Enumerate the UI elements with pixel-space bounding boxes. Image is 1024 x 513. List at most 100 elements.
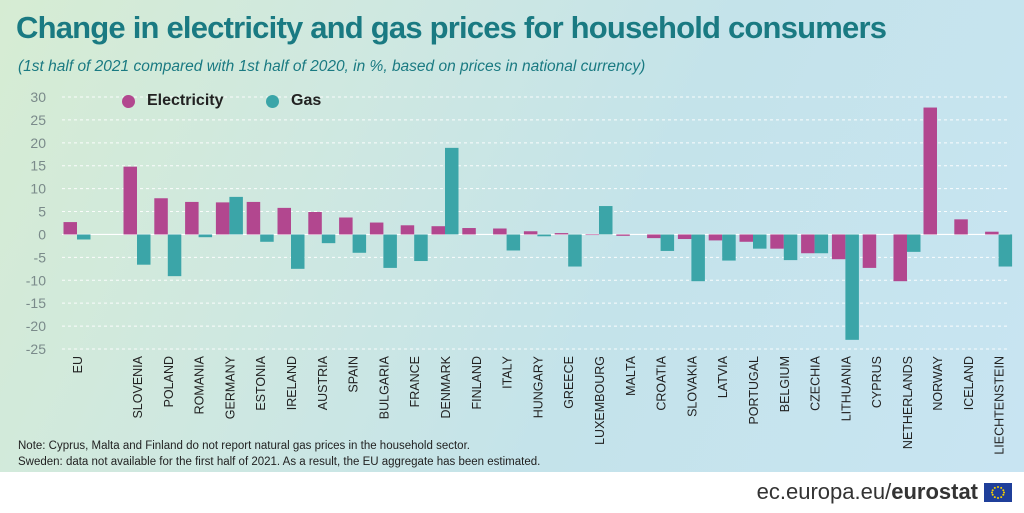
legend-label-gas: Gas <box>291 92 322 109</box>
legend-item-gas: Gas <box>266 90 321 112</box>
eu-flag-icon <box>984 482 1012 502</box>
bar-electricity-italy <box>493 228 507 235</box>
bar-gas-austria <box>321 234 336 244</box>
bar-electricity-croatia <box>647 234 661 239</box>
bar-gas-lithuania <box>845 234 859 340</box>
y-tick-label: 25 <box>30 112 46 128</box>
bar-electricity-portugal <box>739 234 753 242</box>
chart-subtitle: (1st half of 2021 compared with 1st half… <box>18 58 646 75</box>
x-category-label: IRELAND <box>285 356 299 410</box>
bar-electricity-austria <box>308 212 322 235</box>
x-category-label: NETHERLANDS <box>901 356 915 449</box>
bar-gas-romania <box>198 234 213 238</box>
bar-electricity-spain <box>339 217 353 235</box>
footer-brand: eurostat <box>891 479 978 504</box>
bar-gas-slovakia <box>691 234 705 282</box>
x-category-label: DENMARK <box>439 355 453 418</box>
x-category-label: EU <box>71 356 85 373</box>
x-category-label: LATVIA <box>716 355 730 398</box>
legend-label-electricity: Electricity <box>147 92 224 109</box>
legend-item-electricity: Electricity <box>122 90 223 112</box>
chart-notes: Note: Cyprus, Malta and Finland do not r… <box>18 438 540 470</box>
bar-electricity-belgium <box>770 234 784 249</box>
y-tick-label: -10 <box>26 272 46 288</box>
bar-electricity-ireland <box>277 207 291 235</box>
x-category-label: BULGARIA <box>377 355 391 419</box>
note-line-1: Note: Cyprus, Malta and Finland do not r… <box>18 440 470 452</box>
bar-gas-croatia <box>660 234 675 251</box>
bar-electricity-estonia <box>246 201 261 235</box>
y-tick-label: 20 <box>30 135 46 151</box>
legend-swatch-gas <box>266 94 279 108</box>
x-category-label: FINLAND <box>470 356 484 409</box>
x-category-label: BELGIUM <box>778 356 792 412</box>
bar-chart: 30 25 20 15 10 5 0 -5 -10 -15 -20 -25 EU SLOVENIA POLA… <box>26 89 1013 455</box>
x-category-label: ROMANIA <box>193 355 207 414</box>
y-tick-label: 30 <box>30 89 46 105</box>
note-line-2: Sweden: data not available for the first… <box>18 456 541 468</box>
x-category-label: CZECHIA <box>809 355 823 411</box>
x-category-label: LUXEMBOURG <box>593 356 607 445</box>
bar-electricity-bulgaria <box>369 222 384 235</box>
bar-electricity-eu <box>63 222 77 235</box>
bar-gas-greece <box>568 234 582 267</box>
chart-title: Change in electricity and gas prices for… <box>16 10 887 45</box>
bar-electricity-slovakia <box>677 234 692 240</box>
bar-gas-slovenia <box>137 234 151 265</box>
eurostat-footer: ec.europa.eu/ eurostat <box>757 478 1012 506</box>
bar-electricity-slovenia <box>123 166 137 235</box>
bar-electricity-greece <box>554 233 569 235</box>
x-category-label: SLOVENIA <box>131 355 145 418</box>
legend-swatch-electricity <box>122 94 135 108</box>
bar-gas-germany <box>229 196 243 235</box>
bar-electricity-malta <box>616 234 630 236</box>
bar-electricity-iceland <box>954 219 968 235</box>
bar-electricity-hungary <box>523 231 538 235</box>
x-category-label: SPAIN <box>347 356 361 393</box>
x-category-label: MALTA <box>624 355 638 395</box>
x-category-label: CROATIA <box>655 355 669 410</box>
bar-gas-eu <box>77 234 91 240</box>
bar-electricity-luxembourg <box>585 234 599 236</box>
x-category-label: GERMANY <box>223 355 237 419</box>
x-category-label: ESTONIA <box>254 355 268 410</box>
bar-gas-czechia <box>814 234 829 254</box>
bar-gas-belgium <box>783 234 798 261</box>
bar-gas-france <box>414 234 428 262</box>
x-category-label: ITALY <box>501 355 515 389</box>
bar-electricity-denmark <box>431 226 445 235</box>
footer-site: ec.europa.eu/ <box>756 479 892 504</box>
bar-gas-italy <box>506 234 521 251</box>
x-category-label: FRANCE <box>408 356 422 407</box>
bar-gas-bulgaria <box>383 234 397 268</box>
bar-electricity-norway <box>923 107 937 235</box>
bar-electricity-romania <box>185 201 199 235</box>
bar-electricity-germany <box>215 202 230 235</box>
bar-gas-netherlands <box>907 234 921 252</box>
bar-electricity-cyprus <box>862 234 877 268</box>
x-category-label: AUSTRIA <box>316 355 330 410</box>
y-tick-label: 10 <box>30 181 46 197</box>
bar-gas-luxembourg <box>599 206 613 235</box>
bar-electricity-lithuania <box>831 234 846 260</box>
bar-gas-portugal <box>753 234 767 249</box>
x-category-label: LIECHTENSTEIN <box>993 356 1007 455</box>
x-category-label: HUNGARY <box>531 355 545 418</box>
x-category-label: CYPRUS <box>870 356 884 408</box>
y-tick-label: 15 <box>30 158 46 174</box>
x-category-label: LITHUANIA <box>839 355 853 421</box>
bar-gas-latvia <box>722 234 736 261</box>
bar-electricity-czechia <box>801 234 815 254</box>
bar-gas-liechtenstein <box>998 234 1013 267</box>
bar-gas-spain <box>352 234 367 253</box>
bar-electricity-finland <box>462 228 476 235</box>
bar-electricity-poland <box>154 198 168 235</box>
bar-electricity-netherlands <box>893 234 907 282</box>
y-tick-label: -5 <box>34 249 47 265</box>
bar-electricity-latvia <box>708 234 723 241</box>
x-category-label: POLAND <box>162 356 176 407</box>
x-category-label: SLOVAKIA <box>685 355 699 417</box>
y-tick-label: 5 <box>38 204 46 220</box>
bar-electricity-liechtenstein <box>985 231 999 235</box>
bar-gas-estonia <box>260 234 274 242</box>
